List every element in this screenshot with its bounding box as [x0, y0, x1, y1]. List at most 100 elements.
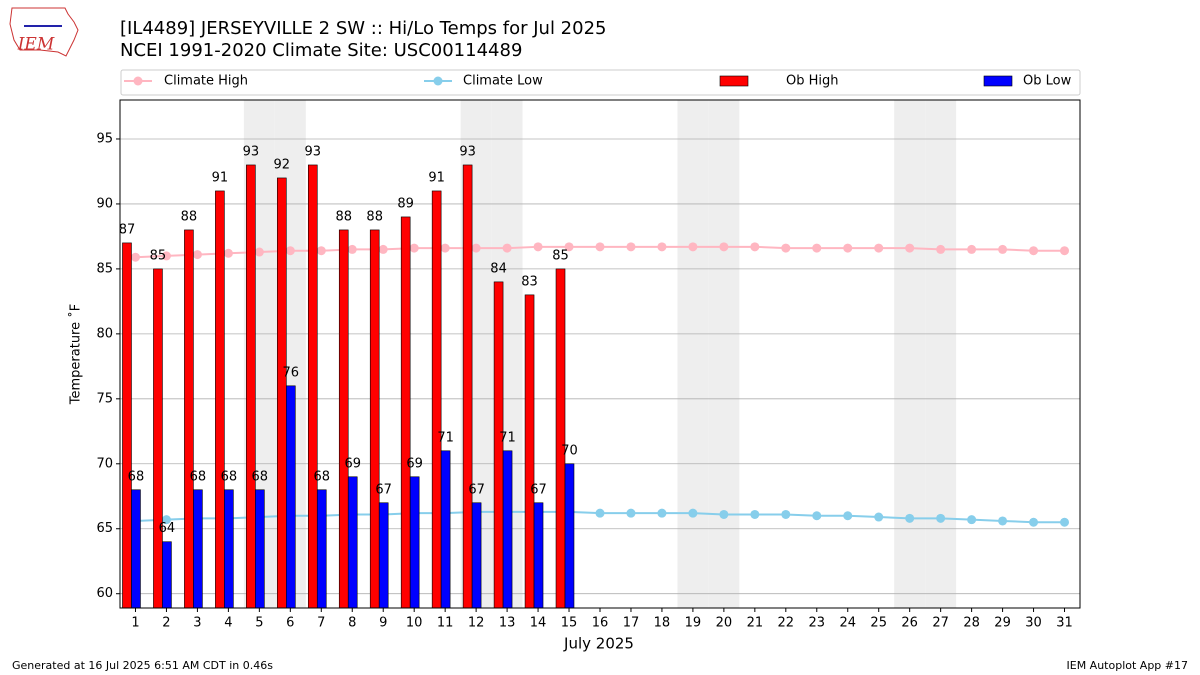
line-point — [967, 244, 977, 254]
legend-swatch — [983, 75, 1013, 87]
bar — [564, 463, 575, 609]
legend-label: Climate High — [164, 74, 248, 89]
data-label: 64 — [159, 521, 176, 536]
x-tick-label: 20 — [716, 616, 733, 631]
data-label: 70 — [561, 443, 578, 458]
bar — [369, 229, 380, 609]
x-tick-label: 27 — [932, 616, 949, 631]
weekend-shade — [708, 100, 740, 608]
y-tick-label: 65 — [96, 521, 113, 536]
bar — [347, 476, 358, 609]
weekend-shade — [677, 100, 709, 608]
x-tick-label: 1 — [131, 616, 139, 631]
x-tick-label: 25 — [870, 616, 887, 631]
y-tick-label: 95 — [96, 131, 113, 146]
y-tick-label: 90 — [96, 196, 113, 211]
line-point — [781, 243, 791, 253]
x-tick-label: 16 — [592, 616, 609, 631]
line-point — [595, 508, 605, 518]
data-label: 67 — [468, 482, 485, 497]
line-point — [502, 243, 512, 253]
data-label: 89 — [397, 196, 414, 211]
x-tick-label: 4 — [224, 616, 232, 631]
data-label: 93 — [243, 144, 260, 159]
y-tick-label: 85 — [96, 261, 113, 276]
line-point — [626, 508, 636, 518]
x-tick-label: 12 — [468, 616, 485, 631]
data-label: 68 — [190, 469, 207, 484]
line-point — [750, 509, 760, 519]
x-tick-label: 2 — [162, 616, 170, 631]
data-label: 71 — [437, 430, 454, 445]
x-tick-label: 23 — [809, 616, 826, 631]
line-point — [1029, 517, 1039, 527]
x-tick-label: 28 — [963, 616, 980, 631]
line-point — [905, 243, 915, 253]
x-tick-label: 29 — [994, 616, 1011, 631]
chart-title: [IL4489] JERSEYVILLE 2 SW :: Hi/Lo Temps… — [120, 18, 606, 39]
x-tick-label: 11 — [437, 616, 454, 631]
bar — [431, 190, 442, 609]
line-point — [781, 509, 791, 519]
line-point — [812, 243, 822, 253]
line-point — [936, 513, 946, 523]
bar — [122, 242, 132, 609]
x-tick-label: 21 — [747, 616, 764, 631]
bar — [285, 385, 296, 609]
x-tick-label: 13 — [499, 616, 516, 631]
bar — [316, 489, 327, 609]
y-tick-label: 75 — [96, 391, 113, 406]
legend-label: Ob High — [786, 74, 839, 89]
data-label: 68 — [128, 469, 145, 484]
data-label: 85 — [552, 248, 569, 263]
line-point — [750, 242, 760, 252]
bar — [277, 177, 287, 609]
line-point — [1029, 246, 1039, 256]
data-label: 92 — [274, 157, 291, 172]
bar — [440, 450, 451, 609]
line-point — [688, 242, 698, 252]
line-point — [223, 248, 233, 258]
plot-frame — [119, 99, 1081, 609]
x-tick-label: 3 — [193, 616, 201, 631]
line-point — [967, 515, 977, 525]
line-point — [316, 246, 326, 256]
line-point — [998, 516, 1008, 526]
line-point — [1060, 517, 1070, 527]
data-label: 67 — [375, 482, 392, 497]
line-point — [595, 242, 605, 252]
x-tick-label: 14 — [530, 616, 547, 631]
line-point — [843, 243, 853, 253]
line-point — [812, 511, 822, 521]
chart-subtitle: NCEI 1991-2020 Climate Site: USC00114489 — [120, 40, 522, 61]
data-label: 68 — [252, 469, 269, 484]
line-point — [1060, 246, 1070, 256]
x-tick-label: 17 — [623, 616, 640, 631]
x-tick-label: 6 — [286, 616, 294, 631]
bar — [193, 489, 203, 609]
bar — [378, 502, 389, 609]
data-label: 68 — [313, 469, 330, 484]
data-label: 93 — [459, 144, 476, 159]
bar — [400, 216, 411, 609]
data-label: 67 — [530, 482, 547, 497]
bar — [131, 489, 141, 609]
bar — [471, 502, 482, 609]
data-label: 69 — [344, 456, 361, 471]
data-label: 71 — [499, 430, 516, 445]
logo-text: IEM — [17, 35, 55, 55]
line-point — [440, 243, 450, 253]
footer-left: Generated at 16 Jul 2025 6:51 AM CDT in … — [12, 659, 273, 672]
bar — [524, 294, 535, 609]
line-point — [657, 508, 667, 518]
logo: IEM — [9, 7, 79, 57]
x-tick-label: 8 — [348, 616, 356, 631]
y-tick-label: 80 — [96, 326, 113, 341]
bar — [246, 164, 256, 609]
line-point — [409, 243, 419, 253]
line-point — [874, 243, 884, 253]
bar — [533, 502, 544, 609]
